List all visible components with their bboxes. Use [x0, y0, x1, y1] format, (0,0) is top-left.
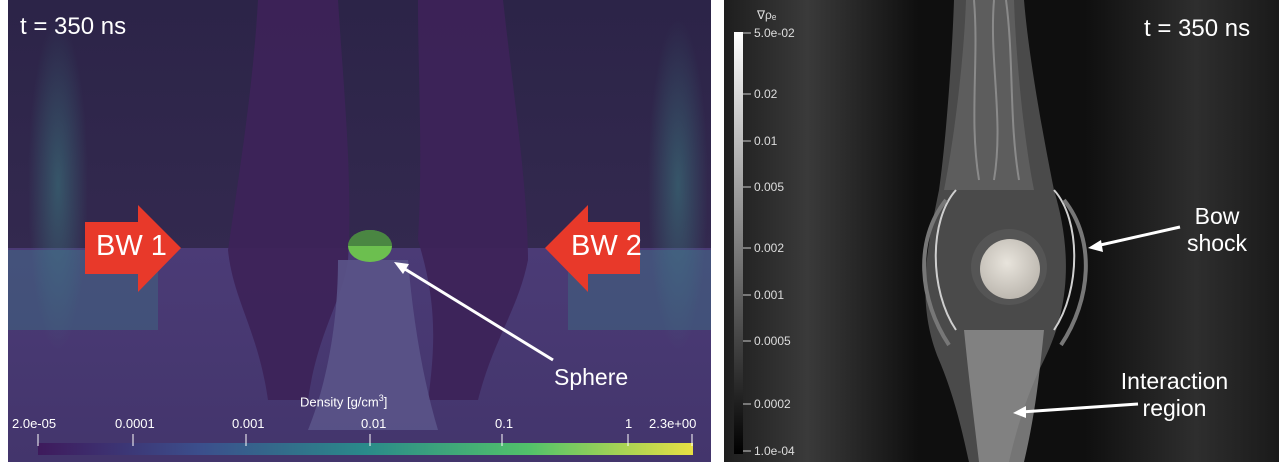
gradient-colorbar	[734, 32, 743, 454]
gradient-tick: 0.01	[754, 134, 778, 148]
density-field-image	[8, 0, 711, 462]
bw2-label: BW 2	[571, 230, 642, 262]
gradient-colorbar-title: ∇ρₑ	[757, 8, 777, 22]
density-tick: 0.0001	[115, 416, 155, 431]
right-time-label: t = 350 ns	[1144, 15, 1251, 42]
gradient-tick: 5.0e-02	[754, 26, 795, 40]
gradient-tick: 1.0e-04	[754, 444, 795, 458]
gradient-tick: 0.005	[754, 180, 785, 194]
bow-shock-label: Bow shock	[1186, 203, 1248, 256]
density-tick: 0.01	[361, 416, 387, 431]
density-tick: 0.001	[232, 416, 265, 431]
interaction-region-label: Interaction region	[1120, 368, 1229, 421]
density-tick: 2.3e+00	[649, 416, 697, 431]
gradient-tick: 0.02	[754, 87, 778, 101]
gradient-tick: 0.001	[754, 288, 785, 302]
density-tick: 1	[625, 416, 633, 431]
gradient-tick: 0.0002	[754, 397, 791, 411]
density-colorbar	[38, 443, 693, 455]
density-tick: 2.0e-05	[12, 416, 57, 431]
gradient-panel: t = 350 ns ∇ρₑ 5.0e-02 0.02 0.01 0.005 0…	[724, 0, 1279, 462]
left-time-label: t = 350 ns	[20, 13, 127, 40]
density-tick: 0.1	[495, 416, 514, 431]
gradient-field-image	[724, 0, 1279, 462]
density-colorbar-title: Density [g/cm3]	[300, 393, 388, 410]
density-panel: t = 350 ns BW 1 BW 2 Sphere Density [g/c…	[8, 0, 711, 462]
arrow-bw2	[545, 205, 640, 292]
gradient-tick: 0.0005	[754, 334, 791, 348]
gradient-tick: 0.002	[754, 241, 785, 255]
bw1-label: BW 1	[96, 230, 167, 262]
arrow-bw1	[85, 205, 181, 292]
sphere-label: Sphere	[554, 364, 629, 390]
